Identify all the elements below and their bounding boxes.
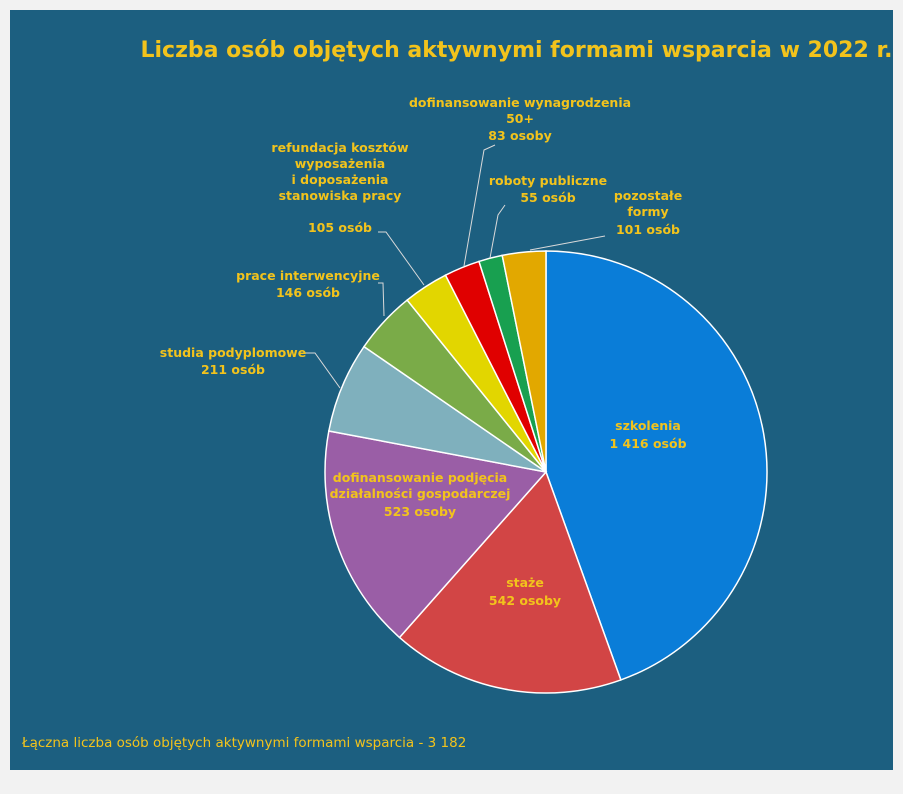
value-label: 1 416 osób	[609, 436, 687, 451]
pie-slice	[398, 470, 622, 694]
value-label: 105 osób	[307, 220, 372, 235]
leader-line	[378, 231, 425, 286]
value-label: 101 osób	[615, 222, 680, 237]
slice-label: pozostałe formy	[613, 188, 683, 219]
slice-label: szkolenia	[615, 418, 681, 433]
value-label: 55 osób	[520, 190, 576, 205]
leader-line	[463, 144, 496, 267]
leader-line	[529, 235, 606, 251]
slice-label: prace interwencyjne	[236, 268, 380, 283]
value-label: 542 osoby	[488, 593, 562, 608]
slice-label: dofinansowanie wynagrodzenia 50+	[408, 95, 632, 126]
chart-title: Liczba osób objętych aktywnymi formami w…	[140, 38, 893, 63]
annotation: Łączna liczba osób objętych aktywnymi fo…	[22, 735, 467, 751]
pie-slice	[324, 430, 548, 639]
leader-line	[489, 204, 506, 259]
value-label: 146 osób	[275, 285, 340, 300]
value-label: 211 osób	[200, 362, 265, 377]
leader-line	[378, 282, 385, 317]
pie-slice	[501, 250, 547, 473]
pie-slice	[545, 250, 768, 681]
slice-label: staże	[506, 575, 544, 590]
slice-label: roboty publiczne	[488, 173, 608, 188]
value-label: 523 osoby	[383, 504, 457, 519]
slice-label: refundacja kosztów wyposażenia i doposaż…	[271, 140, 409, 203]
slice-label: dofinansowanie podjęcia działalności gos…	[329, 470, 511, 501]
value-label: 83 osoby	[488, 128, 552, 143]
slice-label: studia podyplomowe	[159, 345, 307, 360]
leader-line	[305, 352, 341, 389]
